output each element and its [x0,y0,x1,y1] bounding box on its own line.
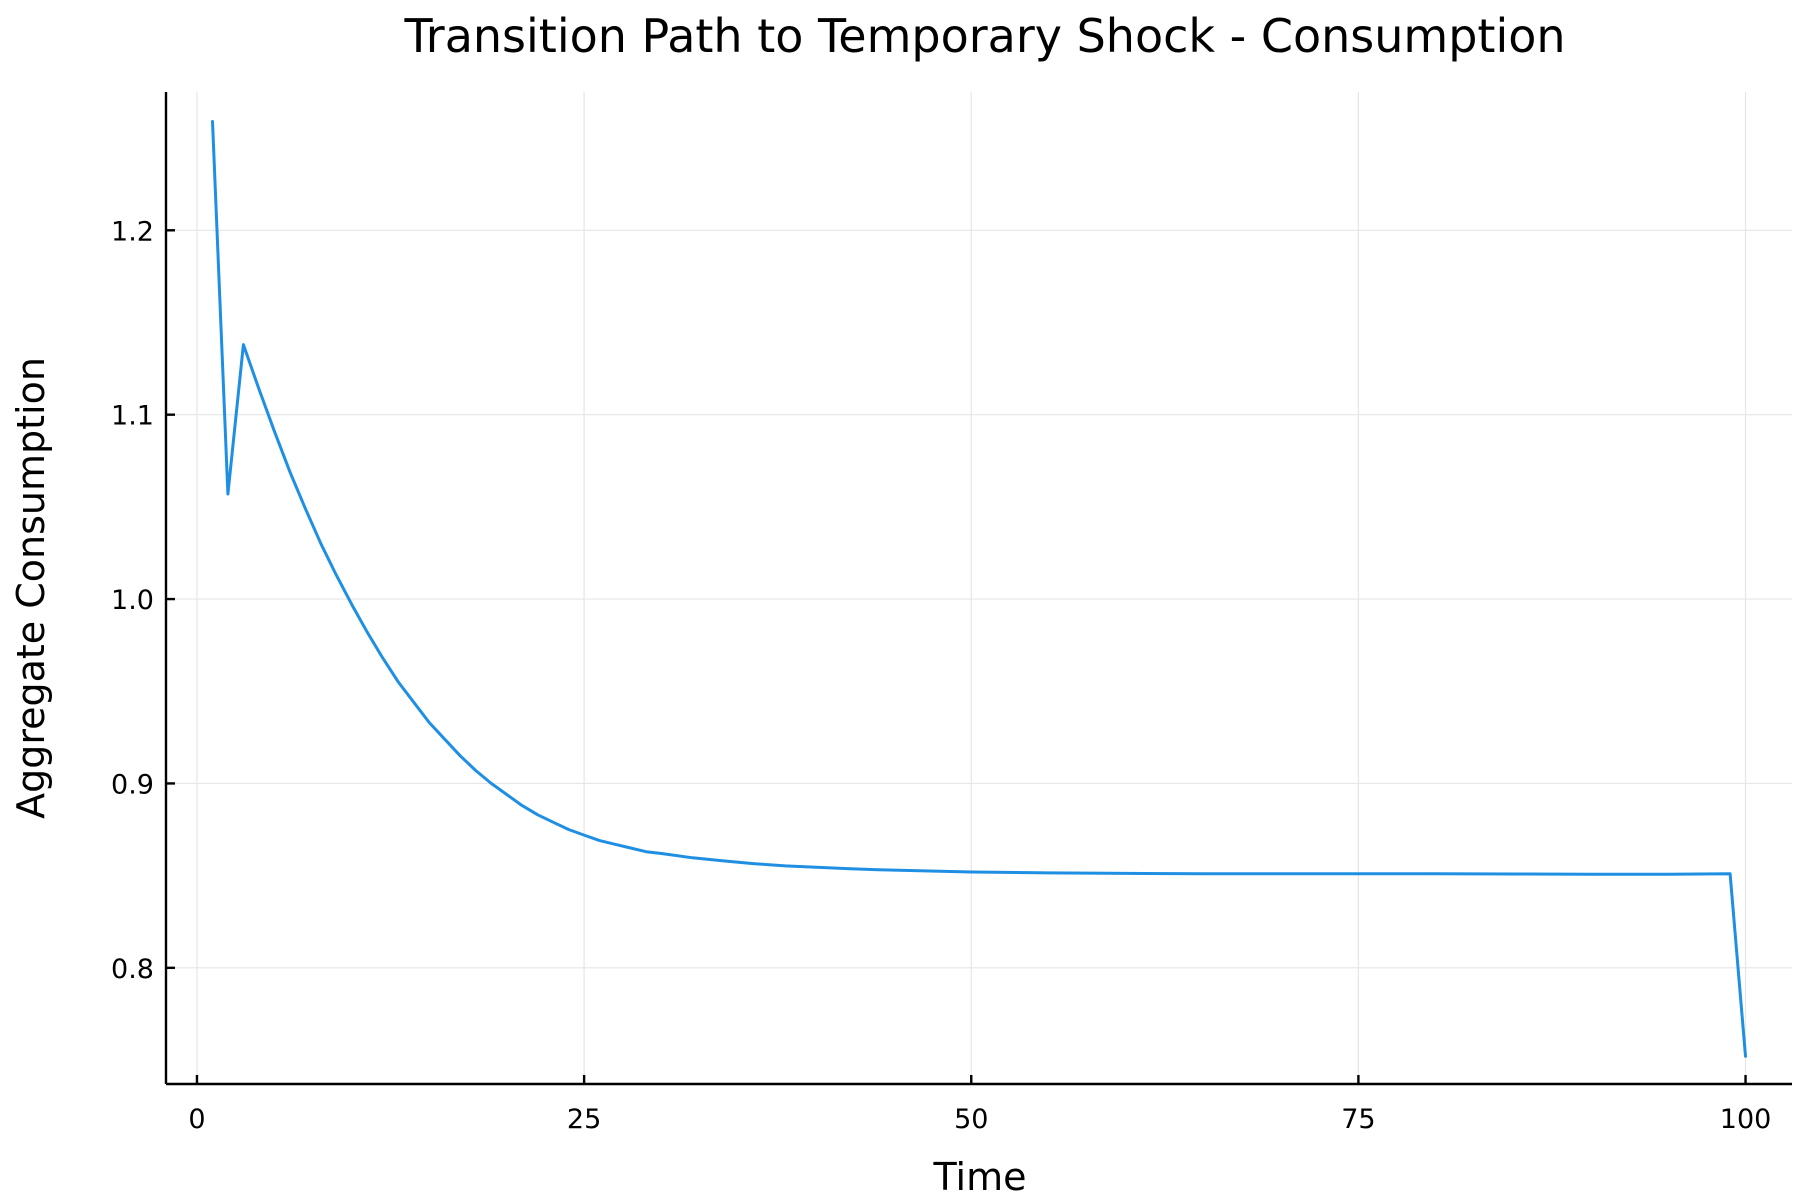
x-tick-label: 0 [188,1104,205,1135]
x-tick-label: 25 [567,1104,601,1135]
y-tick-label: 1.2 [111,216,154,247]
axes [164,92,1792,1086]
chart-title: Transition Path to Temporary Shock - Con… [403,9,1565,63]
y-tick-label: 0.9 [111,769,154,800]
x-axis-label: Time [933,1155,1027,1199]
y-axis-label: Aggregate Consumption [9,357,53,819]
x-tick-label: 100 [1720,1104,1772,1135]
x-tick-label: 75 [1341,1104,1375,1135]
x-tick-label: 50 [954,1104,988,1135]
series [211,120,1747,1058]
y-tick-label: 0.8 [111,954,154,985]
grid [166,92,1792,1084]
series-line [211,120,1747,1058]
ticks: 0 25 50 75 100 0.8 0.9 1.0 1.1 1.2 [111,216,1771,1135]
y-tick-label: 1.0 [111,585,154,616]
y-tick-label: 1.1 [111,401,154,432]
